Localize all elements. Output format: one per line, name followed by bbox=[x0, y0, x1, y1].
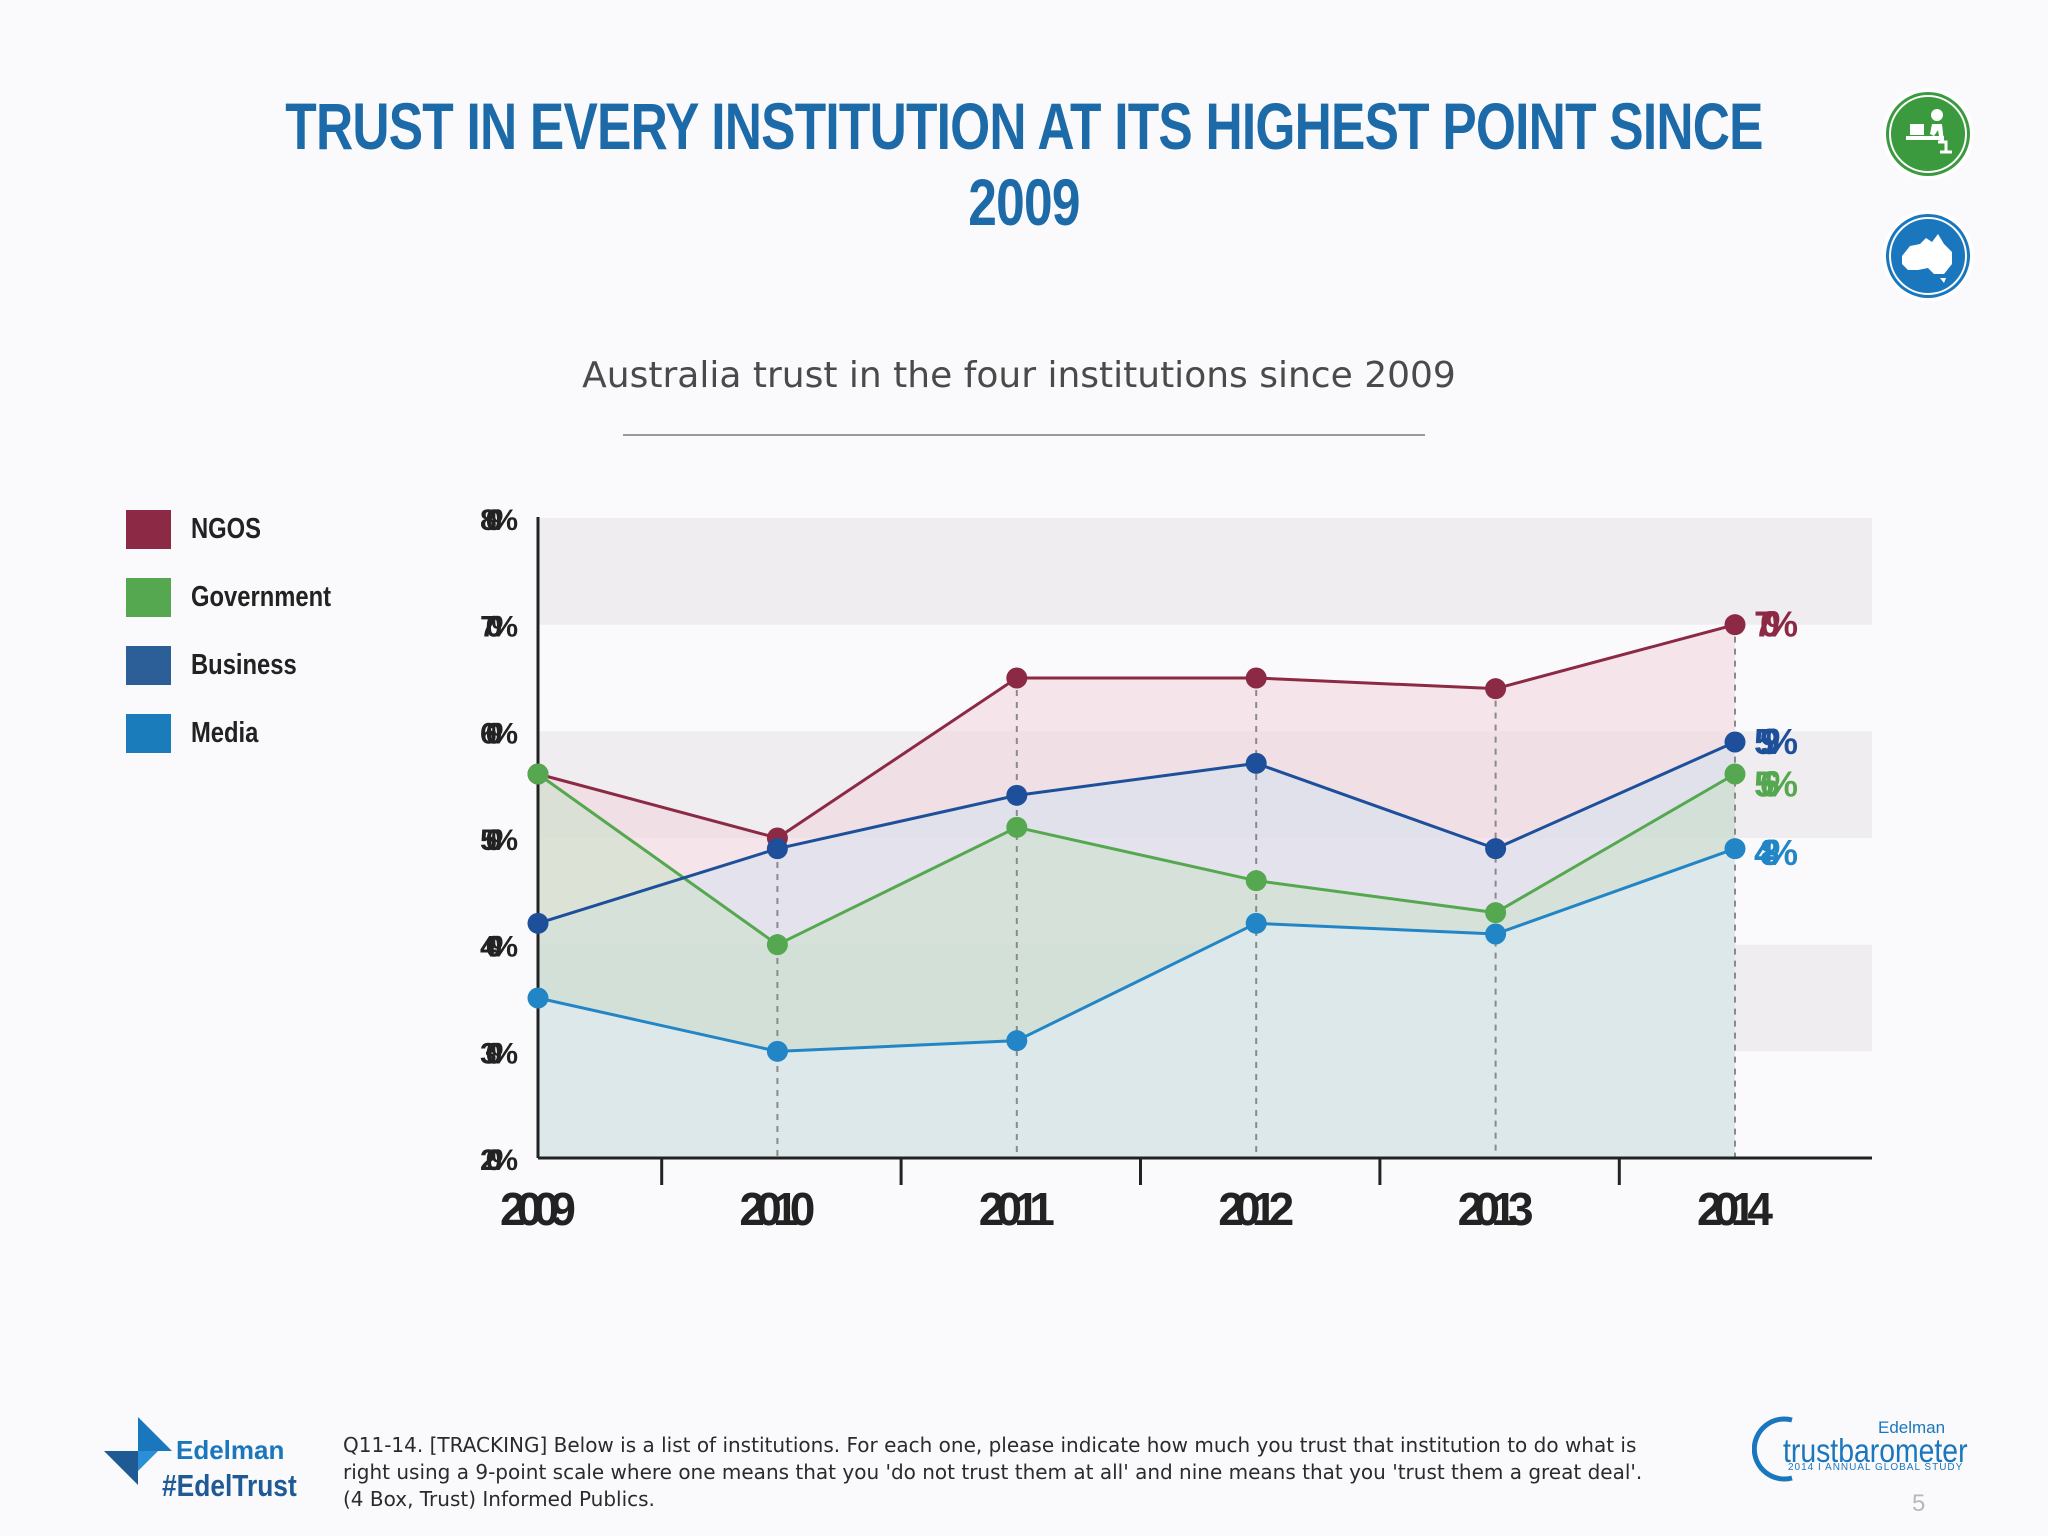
subtitle-divider bbox=[623, 434, 1425, 436]
end-label-business: 59% bbox=[1754, 721, 1798, 762]
y-tick-label: 80% bbox=[480, 504, 518, 537]
data-point-business bbox=[1485, 838, 1507, 860]
data-point-government bbox=[527, 763, 549, 785]
page-number: 5 bbox=[1912, 1490, 1926, 1517]
brand-name: Edelman bbox=[176, 1435, 285, 1465]
data-point-business bbox=[1006, 784, 1028, 806]
data-point-media bbox=[1485, 923, 1507, 945]
data-point-media bbox=[1006, 1030, 1028, 1052]
data-point-business bbox=[1245, 752, 1267, 774]
data-point-business bbox=[766, 838, 788, 860]
series-line-business bbox=[537, 740, 1736, 925]
australia-map-icon bbox=[1882, 210, 1974, 302]
hashtag: #EdelTrust bbox=[162, 1468, 297, 1503]
x-tick-label: 2013 bbox=[1458, 1183, 1534, 1235]
person-at-computer-icon bbox=[1882, 88, 1974, 180]
data-point-media bbox=[527, 987, 549, 1009]
data-point-business bbox=[527, 912, 549, 934]
data-point-ngos bbox=[1485, 678, 1507, 700]
x-tick-label: 2009 bbox=[500, 1183, 576, 1235]
data-point-media bbox=[1245, 912, 1267, 934]
data-point-government bbox=[1485, 902, 1507, 924]
data-point-ngos bbox=[1724, 614, 1746, 636]
data-point-media bbox=[1724, 838, 1746, 860]
legend-swatch-media bbox=[126, 714, 171, 753]
data-point-ngos bbox=[1006, 667, 1028, 689]
trustbarometer-arc-icon bbox=[1752, 1416, 1793, 1482]
series-line-media bbox=[537, 847, 1736, 1053]
legend-label-government: Government bbox=[191, 581, 332, 613]
x-tick-label: 2011 bbox=[979, 1183, 1055, 1235]
trustbarometer-wordmark: trustbarometer bbox=[1783, 1432, 1968, 1469]
data-point-ngos bbox=[1245, 667, 1267, 689]
legend-swatch-ngos bbox=[126, 510, 171, 549]
area-media bbox=[538, 848, 1735, 1158]
trustbarometer-edelman: Edelman bbox=[1878, 1418, 1946, 1437]
data-point-government bbox=[1245, 870, 1267, 892]
data-point-media bbox=[766, 1040, 788, 1062]
series-line-ngos bbox=[537, 623, 1736, 840]
legend-label-media: Media bbox=[191, 717, 259, 749]
y-tick-label: 50% bbox=[480, 824, 518, 857]
background-band bbox=[538, 518, 1872, 625]
data-point-government bbox=[1724, 763, 1746, 785]
y-tick-label: 30% bbox=[480, 1037, 518, 1070]
line-chart: 80% 70% 60% 50% 40% 30% 20% 2009 2010 2011 2012 201… bbox=[480, 504, 1872, 1235]
x-tick-label: 2014 bbox=[1697, 1183, 1773, 1235]
chart-subtitle: Australia trust in the four institutions… bbox=[582, 355, 1456, 396]
x-tick-label: 2012 bbox=[1218, 1183, 1294, 1235]
end-label-government: 56% bbox=[1754, 764, 1798, 805]
survey-footnote: Q11-14. [TRACKING] Below is a list of in… bbox=[343, 1433, 1643, 1511]
data-point-business bbox=[1724, 731, 1746, 753]
series-line-government bbox=[537, 772, 1736, 947]
y-tick-label: 40% bbox=[480, 931, 518, 964]
legend-label-ngos: NGOS bbox=[191, 513, 262, 545]
trustbarometer-year: 2014 I ANNUAL GLOBAL STUDY bbox=[1788, 1462, 1964, 1473]
data-point-government bbox=[766, 934, 788, 956]
y-tick-label: 70% bbox=[480, 611, 518, 644]
y-tick-label: 20% bbox=[480, 1144, 518, 1177]
edelman-logo-icon bbox=[104, 1417, 172, 1485]
legend-swatch-business bbox=[126, 646, 171, 685]
end-label-ngos: 70% bbox=[1754, 604, 1798, 645]
data-point-government bbox=[1006, 816, 1028, 838]
legend-label-business: Business bbox=[191, 649, 297, 681]
legend-swatch-government bbox=[126, 578, 171, 617]
y-tick-label: 60% bbox=[480, 717, 518, 750]
x-tick-label: 2010 bbox=[739, 1183, 815, 1235]
page-title: TRUST IN EVERY INSTITUTION AT ITS HIGHES… bbox=[285, 89, 1763, 239]
end-label-media: 48% bbox=[1754, 832, 1798, 873]
